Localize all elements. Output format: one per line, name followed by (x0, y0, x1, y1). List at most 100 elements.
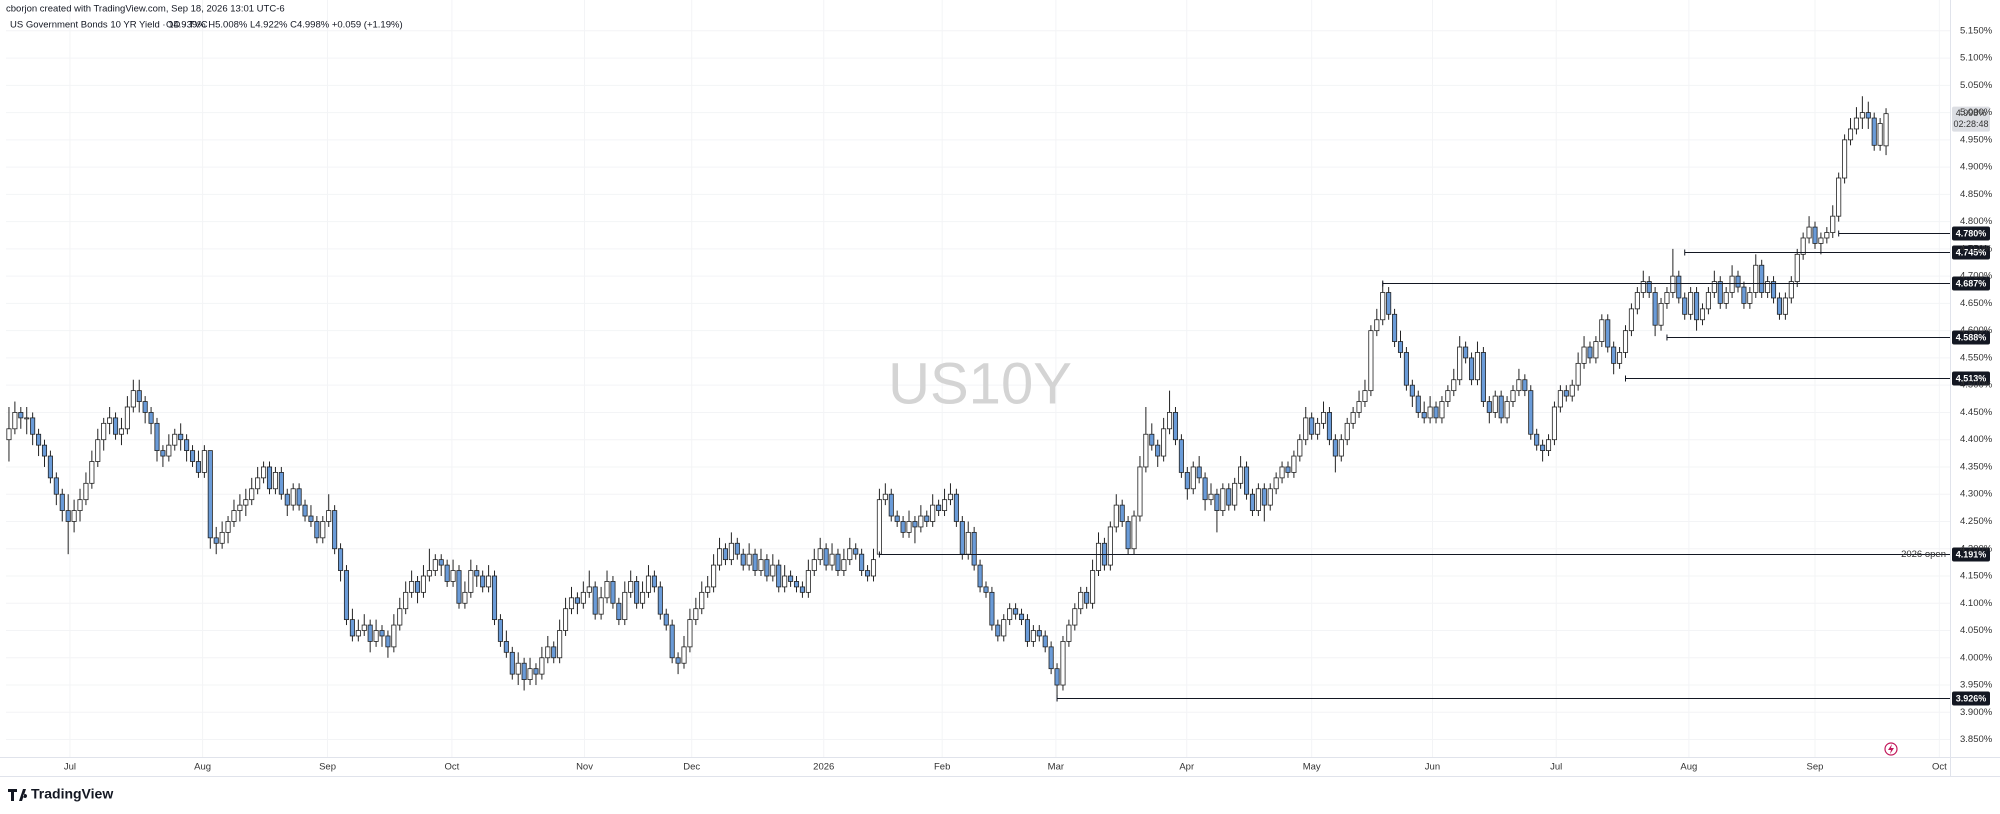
candle-body (1469, 357, 1475, 381)
level-price-box (1952, 226, 1990, 241)
candle-body (1048, 646, 1054, 670)
candle-body (1676, 275, 1682, 299)
candle-body (53, 477, 59, 495)
candle-body (213, 537, 219, 544)
candle-body (1285, 466, 1291, 473)
candle-body (1617, 352, 1623, 364)
candle-body (1699, 308, 1706, 321)
candle-body (1018, 613, 1025, 621)
level-price-box (1952, 371, 1990, 386)
alert-icon (1884, 742, 1898, 756)
candle-body (693, 608, 699, 621)
candle-body (1859, 112, 1865, 119)
candle-body (249, 488, 255, 501)
candle-body (1042, 635, 1048, 648)
candle-body (847, 548, 853, 561)
candle-body (977, 564, 983, 588)
candle-body (799, 586, 805, 593)
candle-body (1208, 493, 1214, 501)
candle-body (409, 581, 415, 593)
candle-body (278, 472, 284, 495)
candle-body (829, 553, 835, 566)
candle-body (261, 466, 267, 479)
candle-body (361, 624, 367, 631)
candle-body (403, 591, 409, 610)
candle-body (373, 630, 379, 642)
candle-body (1261, 488, 1267, 506)
candle-body (1433, 406, 1439, 419)
y-tick-label: 4.550% (1960, 352, 1993, 363)
candle-body (486, 575, 492, 588)
candle-body (953, 493, 959, 522)
candle-body (924, 515, 930, 522)
y-tick-label: 4.650% (1960, 298, 1993, 309)
x-tick-label: Mar (1048, 762, 1064, 773)
candle-body (1516, 379, 1522, 392)
x-tick-label: Jul (1550, 762, 1562, 773)
x-tick-label: 2026 (813, 762, 834, 773)
candle-body (782, 575, 788, 588)
candle-body (971, 531, 977, 566)
candle-body (491, 575, 498, 621)
candle-body (1078, 591, 1084, 610)
candle-body (947, 493, 953, 501)
candle-body (1599, 319, 1605, 342)
candle-body (332, 510, 338, 550)
candle-body (675, 657, 681, 664)
candle-body (888, 493, 894, 517)
candle-body (349, 619, 355, 637)
candle-body (776, 564, 782, 588)
candle-body (1344, 422, 1350, 441)
candle-body (622, 591, 628, 621)
candle-body (640, 591, 646, 604)
candle-body (1463, 346, 1469, 359)
candle-body (509, 651, 515, 675)
candle-body (36, 433, 42, 446)
x-tick-label: Oct (444, 762, 459, 773)
candle-body (882, 493, 888, 501)
x-tick-label: Aug (194, 762, 211, 773)
level-price-label: 4.687% (1956, 278, 1987, 288)
candle-body (1480, 352, 1486, 402)
candle-body (1320, 412, 1327, 424)
candle-body (616, 602, 622, 621)
credit: cborjon created with TradingView.com, Se… (6, 4, 285, 15)
candle-body (65, 510, 71, 522)
candle-body (1238, 466, 1244, 484)
y-tick-label: 4.250% (1960, 516, 1993, 527)
candle-body (113, 417, 119, 435)
candle-body (225, 521, 231, 533)
candle-body (130, 390, 136, 408)
candle-body (894, 515, 900, 522)
candle-body (142, 401, 148, 413)
candle-body (1368, 330, 1374, 392)
candle-body (1214, 493, 1220, 511)
x-tick-label: Sep (319, 762, 336, 773)
candle-body (1670, 275, 1676, 293)
candle-body (47, 455, 53, 479)
candle-body (628, 581, 634, 593)
candle-body (12, 412, 18, 430)
candle-body (166, 444, 172, 457)
candle-body (1836, 177, 1842, 217)
candle-body (1759, 264, 1765, 293)
candle-body (1474, 352, 1481, 381)
candle-body (811, 559, 817, 571)
candle-body (468, 570, 474, 593)
candle-body (1664, 292, 1670, 304)
candle-body (243, 499, 249, 506)
level-price-box (1952, 547, 1990, 562)
candle-body (1084, 591, 1090, 604)
candle-body (764, 559, 770, 577)
candle-body (521, 662, 527, 680)
candle-body (1024, 619, 1030, 642)
level-name: 2026 open (1901, 549, 1946, 560)
candle-body (189, 450, 196, 462)
candle-body (1380, 292, 1386, 321)
y-tick-label: 3.950% (1960, 680, 1993, 691)
candle-body (1374, 319, 1380, 332)
candle-body (539, 657, 545, 675)
candle-body (148, 412, 154, 424)
candle-body (770, 564, 776, 577)
